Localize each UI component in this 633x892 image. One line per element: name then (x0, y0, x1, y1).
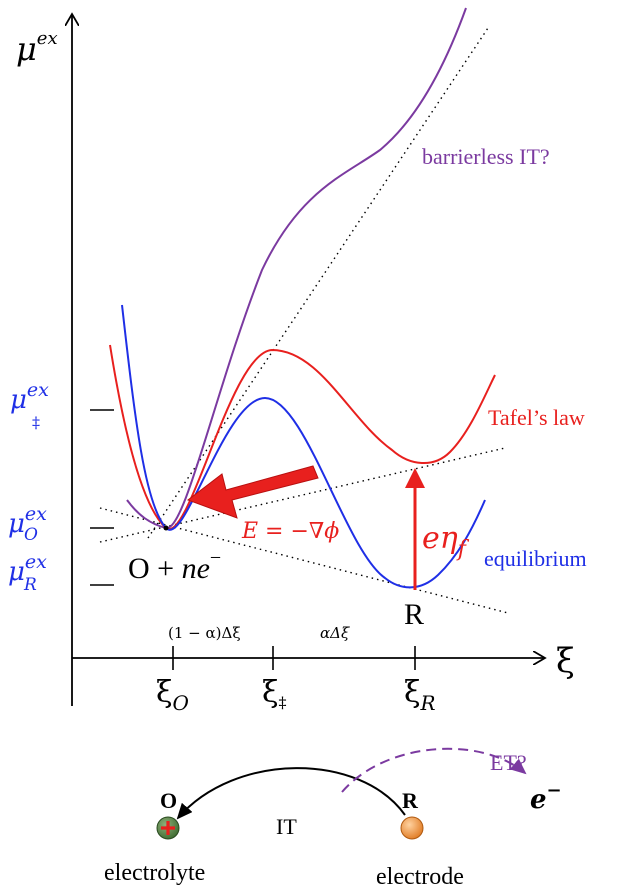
tafel-curve (109, 344, 496, 530)
y-label-O-sub: O (24, 525, 38, 545)
minimum-point-O (163, 525, 169, 531)
y-label-R: μex (8, 551, 47, 587)
x-axis-label: ξ (556, 641, 575, 681)
bottom-R-label: R (402, 788, 419, 813)
electrolyte-label: electrolyte (104, 860, 205, 886)
equilibrium-label: equilibrium (484, 546, 587, 571)
y-label-ts-sub: ‡ (32, 413, 40, 432)
bottom-O-label: O (160, 788, 177, 813)
y-label-O: μex (8, 503, 47, 539)
equilibrium-curve (121, 304, 486, 589)
IT-arrow (176, 767, 406, 820)
barrierless-curve (126, 7, 467, 529)
plus-icon (161, 821, 175, 835)
segment-label-right: αΔξ (320, 624, 350, 642)
field-arrow (186, 465, 319, 519)
state-R-label: R (404, 598, 424, 631)
IT-label: IT (276, 814, 297, 839)
y-axis-label: μex (16, 28, 58, 68)
ET-arrow (341, 747, 527, 793)
tafel-label: Tafel’s law (488, 405, 585, 430)
segment-label-left: (1 − α)Δξ (168, 624, 241, 642)
state-O-label: O + ne− (128, 547, 221, 585)
x-label-O: ξO (156, 675, 189, 715)
electron-label: e− (530, 780, 562, 815)
ET-label: ET? (490, 750, 527, 775)
overpotential-label: eηf (422, 521, 470, 562)
y-label-R-sub: R (23, 575, 37, 595)
ion-R-icon (400, 816, 424, 840)
electrode-label: electrode (376, 864, 464, 890)
barrierless-label: barrierless IT? (422, 144, 550, 169)
field-label: E = −∇ϕ (241, 519, 339, 544)
x-label-R: ξR (404, 675, 436, 715)
x-label-ts: ξ‡ (262, 675, 287, 712)
y-label-ts: μex (10, 379, 49, 415)
